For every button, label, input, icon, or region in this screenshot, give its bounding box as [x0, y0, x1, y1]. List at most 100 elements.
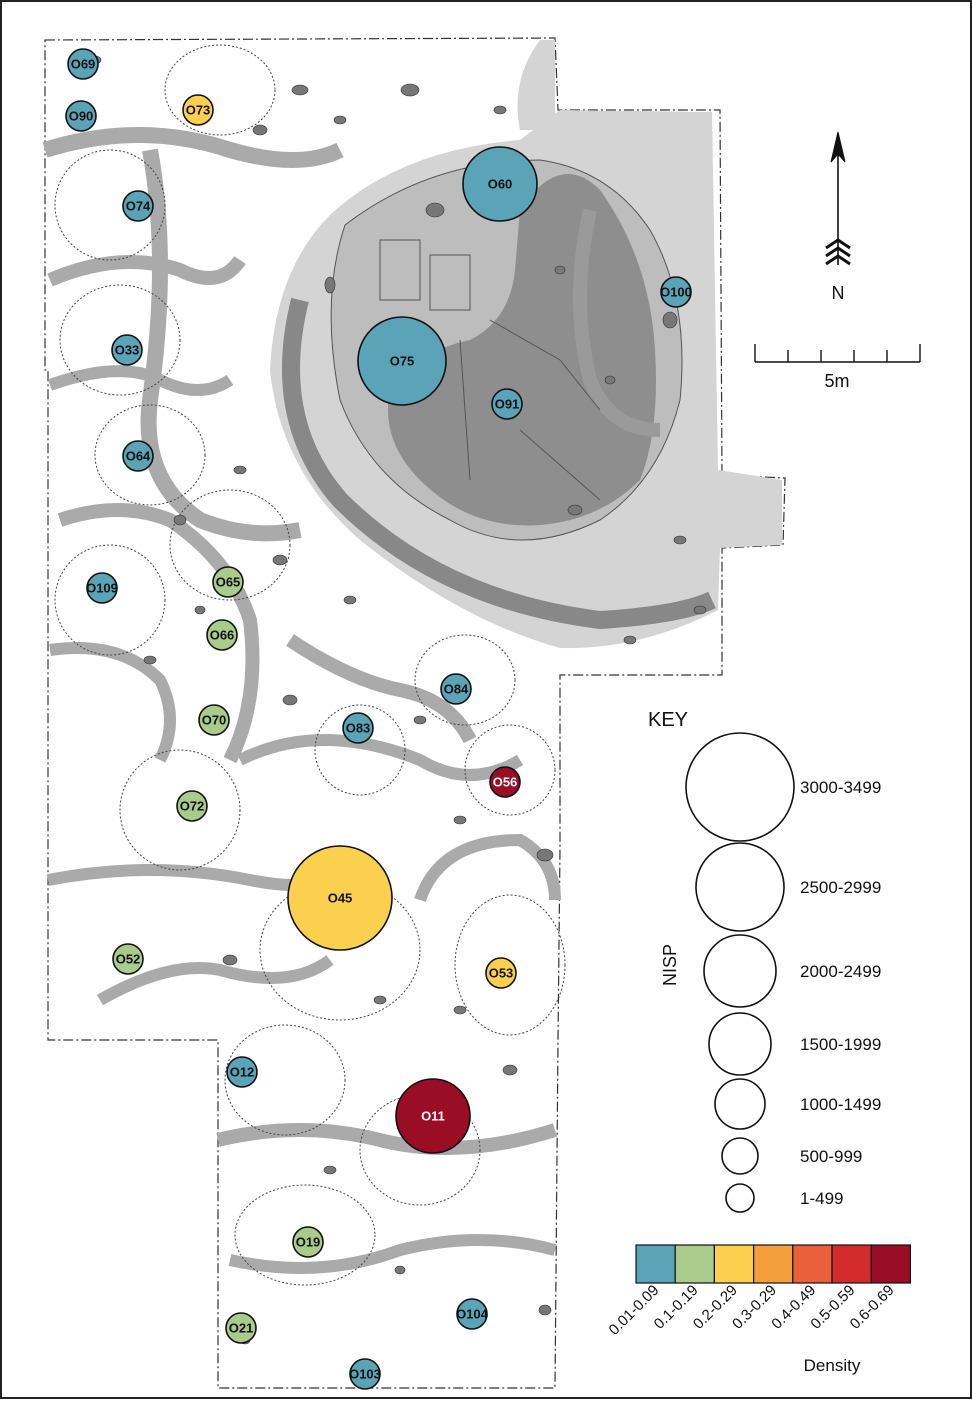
size-legend-circle-5: [721, 1137, 759, 1175]
feature-label-o11: O11: [421, 1109, 445, 1124]
size-legend-label-1: 2500-2999: [800, 878, 881, 897]
feature-o103: O103: [349, 1358, 381, 1390]
north-arrow-head: [830, 131, 846, 163]
feature-circle-o73: [182, 94, 214, 126]
feature-label-o33: O33: [115, 343, 140, 358]
feature-circle-o60: [462, 146, 538, 222]
feature-circle-o45: [287, 845, 393, 951]
feature-circle-o56: [489, 766, 521, 798]
feature-circle-o100: [660, 276, 692, 308]
feature-o109: O109: [86, 572, 118, 604]
feature-o53: O53: [485, 957, 517, 989]
feature-o73: O73: [182, 94, 214, 126]
feature-o75: O75: [357, 316, 447, 406]
feature-o21: O21: [225, 1312, 257, 1344]
density-swatch-6: [870, 1244, 912, 1284]
size-legend-circle-3: [708, 1012, 772, 1076]
feature-label-o104: O104: [456, 1307, 489, 1322]
feature-label-o103: O103: [349, 1367, 381, 1382]
feature-label-o72: O72: [180, 799, 205, 814]
scale-label: 5m: [824, 371, 849, 391]
feature-circle-o84: [440, 673, 472, 705]
size-legend-label-2: 2000-2499: [800, 962, 881, 981]
feature-o104: O104: [456, 1298, 489, 1330]
feature-o60: O60: [462, 146, 538, 222]
feature-o90: O90: [65, 100, 97, 132]
nisp-axis-label: NISP: [660, 944, 680, 986]
size-legend-label-5: 500-999: [800, 1147, 862, 1166]
density-swatch-0: [635, 1244, 676, 1284]
scale-bar: 5m: [754, 344, 921, 391]
feature-label-o70: O70: [202, 713, 227, 728]
feature-o66: O66: [206, 619, 238, 651]
feature-circle-o66: [206, 619, 238, 651]
feature-label-o90: O90: [69, 109, 94, 124]
size-legend-label-4: 1000-1499: [800, 1095, 881, 1114]
feature-label-o75: O75: [390, 354, 415, 369]
feature-circle-o11: [395, 1078, 471, 1154]
feature-o19: O19: [292, 1226, 324, 1258]
feature-o91: O91: [491, 388, 523, 420]
north-arrow-fletching: [825, 238, 851, 266]
feature-o69: O69: [67, 48, 99, 80]
feature-label-o56: O56: [493, 775, 518, 790]
size-legend-circle-0: [685, 732, 795, 842]
density-title: Density: [804, 1356, 861, 1375]
feature-circle-o75: [357, 316, 447, 406]
feature-label-o53: O53: [489, 966, 514, 981]
size-legend: KEY NISP 3000-3499 2500-2999 2000-2499 1500…: [648, 709, 881, 1213]
feature-o64: O64: [122, 440, 154, 472]
feature-circle-o109: [86, 572, 118, 604]
feature-o84: O84: [440, 673, 472, 705]
density-swatch-2: [713, 1244, 755, 1284]
feature-o74: O74: [122, 190, 154, 222]
feature-circle-o65: [212, 566, 244, 598]
size-legend-circle-1: [695, 842, 785, 932]
feature-circle-o72: [176, 790, 208, 822]
size-legend-circle-2: [703, 934, 777, 1008]
structure-wall-arc: [282, 297, 716, 630]
feature-o33: O33: [111, 334, 143, 366]
site-base-plan: [42, 37, 786, 1389]
feature-label-o109: O109: [86, 581, 118, 596]
feature-label-o60: O60: [488, 177, 513, 192]
feature-label-o84: O84: [444, 682, 469, 697]
size-legend-label-6: 1-499: [800, 1189, 843, 1208]
size-legend-label-3: 1500-1999: [800, 1035, 881, 1054]
structure-dark-floor: [388, 174, 656, 526]
size-legend-circle-6: [725, 1183, 755, 1213]
feature-label-o66: O66: [210, 628, 235, 643]
feature-circle-o90: [65, 100, 97, 132]
feature-label-o74: O74: [126, 199, 151, 214]
feature-circle-o21: [225, 1312, 257, 1344]
feature-o72: O72: [176, 790, 208, 822]
feature-label-o19: O19: [296, 1235, 321, 1250]
feature-label-o52: O52: [116, 952, 141, 967]
feature-circle-o12: [226, 1056, 258, 1088]
feature-label-o21: O21: [229, 1321, 254, 1336]
feature-circle-o64: [122, 440, 154, 472]
feature-label-o12: O12: [230, 1065, 255, 1080]
feature-circle-o83: [342, 712, 374, 744]
feature-label-o64: O64: [126, 449, 151, 464]
feature-label-o69: O69: [71, 57, 96, 72]
size-legend-label-0: 3000-3499: [800, 778, 881, 797]
density-swatch-4: [792, 1244, 833, 1284]
feature-label-o83: O83: [346, 721, 371, 736]
north-arrow: N: [825, 131, 851, 303]
feature-o56: O56: [489, 766, 521, 798]
feature-circle-o104: [456, 1298, 488, 1330]
feature-circle-o69: [67, 48, 99, 80]
feature-circle-o70: [198, 704, 230, 736]
feature-o70: O70: [198, 704, 230, 736]
feature-o83: O83: [342, 712, 374, 744]
feature-circle-o74: [122, 190, 154, 222]
feature-label-o73: O73: [186, 103, 211, 118]
feature-circle-o33: [111, 334, 143, 366]
feature-label-o65: O65: [216, 575, 241, 590]
north-label: N: [832, 283, 845, 303]
feature-o45: O45: [287, 845, 393, 951]
feature-o11: O11: [395, 1078, 471, 1154]
feature-circle-o91: [491, 388, 523, 420]
